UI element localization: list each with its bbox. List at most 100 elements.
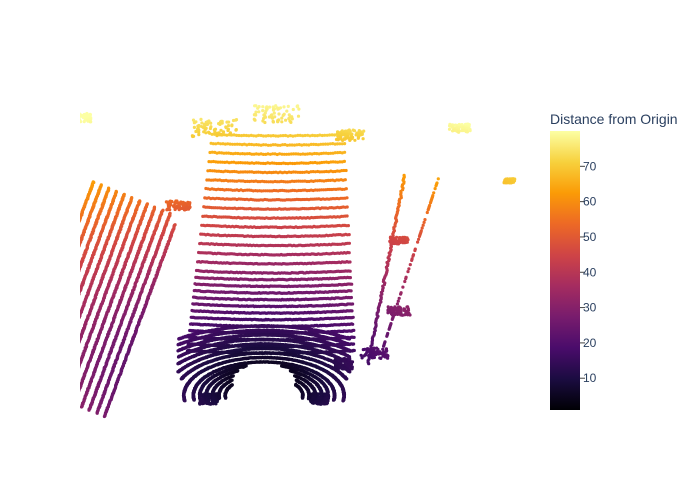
data-point: [68, 367, 71, 370]
data-point: [36, 357, 39, 360]
data-point: [273, 143, 277, 147]
data-point: [29, 352, 32, 355]
data-point: [75, 395, 78, 398]
data-point: [40, 323, 43, 326]
data-point: [49, 392, 52, 395]
data-point: [50, 296, 53, 299]
data-point: [341, 138, 345, 142]
data-point: [73, 304, 76, 307]
data-point: [65, 303, 68, 306]
data-point: [66, 372, 69, 375]
data-point: [76, 222, 79, 225]
data-point: [72, 356, 75, 359]
data-point: [223, 142, 227, 146]
data-point: [73, 330, 76, 333]
data-point: [22, 371, 25, 374]
data-point: [290, 143, 294, 147]
data-point: [56, 351, 59, 354]
data-point: [257, 244, 261, 248]
data-point: [265, 171, 269, 175]
data-point: [69, 245, 72, 248]
data-point: [74, 228, 77, 231]
data-point: [65, 300, 68, 303]
data-point: [54, 282, 57, 285]
data-point: [309, 262, 313, 266]
data-point: [49, 321, 52, 324]
data-point: [266, 143, 270, 147]
data-point: [272, 111, 276, 115]
data-point: [60, 315, 63, 318]
data-point: [46, 355, 49, 358]
data-point: [291, 107, 295, 112]
data-point: [44, 361, 47, 364]
data-point: [55, 281, 58, 284]
data-point: [24, 365, 27, 368]
data-point: [312, 151, 317, 156]
data-point: [76, 296, 79, 299]
data-point: [41, 367, 44, 370]
data-point: [237, 188, 241, 193]
data-point: [225, 206, 229, 210]
data-point: [326, 206, 330, 210]
data-point: [264, 134, 268, 138]
data-point: [62, 285, 65, 288]
data-point: [417, 237, 421, 241]
data-point: [70, 384, 73, 387]
data-point: [70, 312, 73, 315]
data-point: [56, 376, 59, 379]
data-point: [69, 341, 72, 344]
data-point: [64, 283, 67, 286]
data-point: [74, 398, 77, 401]
data-point: [31, 345, 34, 348]
data-point: [57, 298, 60, 301]
data-point: [58, 299, 61, 302]
data-point: [261, 171, 265, 175]
data-point: [68, 390, 71, 393]
data-point: [69, 269, 72, 272]
data-point: [272, 271, 276, 275]
data-point: [77, 293, 80, 296]
data-point: [56, 325, 59, 328]
data-point: [234, 161, 238, 165]
data-point: [74, 229, 77, 232]
data-point: [70, 360, 73, 363]
data-point: [73, 278, 76, 281]
data-point: [261, 225, 265, 229]
data-point: [247, 271, 251, 275]
data-point: [67, 368, 70, 371]
data-point: [239, 134, 244, 138]
data-point: [42, 342, 45, 345]
data-point: [71, 113, 74, 116]
data-point: [27, 358, 30, 361]
data-point: [33, 340, 36, 343]
data-point: [55, 307, 58, 310]
data-point: [68, 271, 71, 274]
data-point: [73, 305, 76, 308]
data-point: [37, 376, 40, 379]
plot-area: [22, 104, 517, 419]
data-point: [297, 107, 301, 111]
data-point: [45, 309, 48, 312]
data-point: [66, 346, 69, 349]
data-point: [72, 402, 75, 405]
data-point: [73, 376, 76, 379]
data-point: [41, 366, 44, 369]
data-point: [68, 246, 71, 249]
data-point: [304, 143, 308, 147]
data-point: [45, 356, 48, 359]
data-point: [57, 276, 60, 279]
data-point: [280, 262, 284, 266]
data-point: [73, 378, 76, 381]
data-point: [271, 120, 275, 124]
data-point: [295, 189, 299, 193]
data-point: [230, 133, 234, 137]
data-point: [71, 284, 74, 287]
data-point: [70, 119, 73, 122]
data-point: [43, 386, 46, 389]
data-point: [39, 347, 42, 350]
data-point: [232, 225, 236, 229]
data-point: [70, 113, 73, 116]
data-point: [248, 234, 252, 238]
data-point: [45, 357, 48, 360]
data-point: [23, 369, 26, 372]
